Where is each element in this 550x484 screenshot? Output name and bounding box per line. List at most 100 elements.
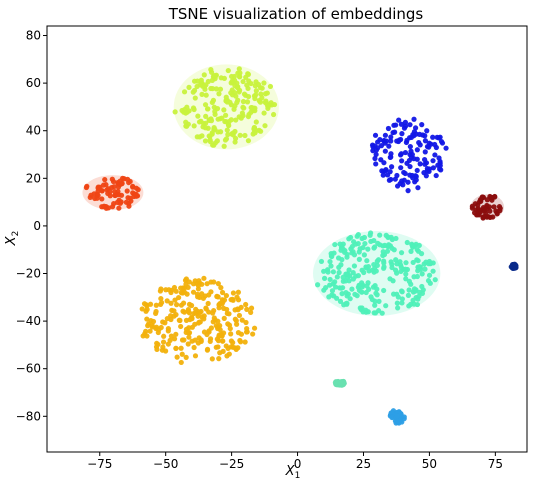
data-point (130, 184, 136, 190)
cluster-2 (369, 116, 449, 194)
data-point (373, 151, 379, 158)
data-point (481, 208, 488, 214)
data-point (201, 329, 208, 335)
data-point (430, 268, 436, 274)
data-point (243, 319, 249, 326)
data-point (355, 231, 361, 238)
data-point (398, 250, 405, 256)
data-point (424, 168, 430, 174)
data-point (407, 122, 413, 128)
x-tick-label: 25 (356, 457, 371, 471)
data-point (168, 333, 174, 339)
data-point (204, 281, 210, 287)
data-point (202, 138, 209, 144)
data-point (144, 316, 150, 322)
data-point (373, 290, 379, 296)
data-point (150, 318, 157, 325)
data-point (370, 148, 376, 154)
data-point (239, 110, 245, 116)
data-point (197, 82, 204, 88)
data-point (223, 112, 229, 118)
data-point (158, 324, 164, 331)
data-point (374, 258, 380, 264)
data-point (107, 189, 113, 195)
data-point (340, 274, 346, 280)
data-point (162, 320, 168, 326)
data-point (393, 122, 399, 128)
data-point (321, 275, 328, 281)
data-point (415, 258, 421, 264)
data-point (220, 338, 226, 344)
data-point (261, 110, 267, 116)
data-point (203, 92, 209, 98)
x-tick-label: −50 (153, 457, 178, 471)
data-point (221, 143, 227, 149)
data-point (176, 317, 182, 323)
data-point (205, 300, 211, 307)
data-point (422, 266, 428, 272)
data-point (415, 296, 421, 302)
data-point (380, 252, 386, 259)
data-point (349, 286, 355, 292)
data-point (350, 269, 356, 276)
data-point (195, 320, 202, 326)
data-point (387, 169, 393, 175)
data-point (113, 192, 119, 198)
data-point (351, 263, 358, 269)
data-point (253, 88, 259, 94)
data-point (351, 239, 357, 245)
data-point (410, 132, 416, 138)
data-point (154, 340, 160, 346)
data-point (243, 329, 250, 335)
data-point (355, 241, 361, 247)
data-point (206, 329, 212, 335)
data-point (153, 310, 159, 316)
data-point (407, 143, 413, 150)
data-point (414, 273, 420, 280)
data-point (392, 267, 399, 273)
data-point (473, 207, 479, 213)
data-point (472, 201, 478, 207)
data-point (216, 356, 222, 362)
data-point (221, 315, 227, 321)
data-point (333, 295, 340, 301)
data-point (397, 180, 403, 187)
data-point (183, 123, 189, 129)
data-point (222, 137, 229, 143)
data-point (412, 125, 419, 131)
data-point (154, 346, 160, 353)
data-point (203, 306, 209, 312)
data-point (334, 274, 340, 280)
data-point (512, 261, 518, 267)
data-point (181, 289, 188, 295)
data-point (217, 327, 223, 333)
data-point (331, 250, 337, 256)
data-point (413, 177, 419, 183)
data-point (363, 264, 369, 270)
data-point (242, 339, 248, 345)
data-point (210, 310, 216, 316)
data-point (212, 317, 218, 323)
data-point (201, 83, 208, 90)
data-point (141, 301, 148, 307)
data-point (219, 301, 225, 307)
data-point (484, 214, 490, 220)
data-point (153, 324, 160, 330)
data-point (172, 109, 178, 115)
data-point (109, 204, 116, 210)
data-point (327, 276, 333, 283)
data-point (245, 71, 252, 77)
data-point (399, 300, 405, 306)
data-point (126, 203, 132, 209)
data-point (414, 167, 420, 174)
data-point (357, 305, 363, 311)
scatter-points (82, 64, 519, 426)
data-point (108, 185, 115, 191)
data-point (186, 279, 192, 285)
data-point (265, 103, 271, 110)
cluster-8 (332, 378, 347, 388)
data-point (337, 241, 343, 247)
data-point (368, 230, 374, 236)
data-point (209, 99, 215, 106)
cluster-7 (387, 408, 407, 426)
